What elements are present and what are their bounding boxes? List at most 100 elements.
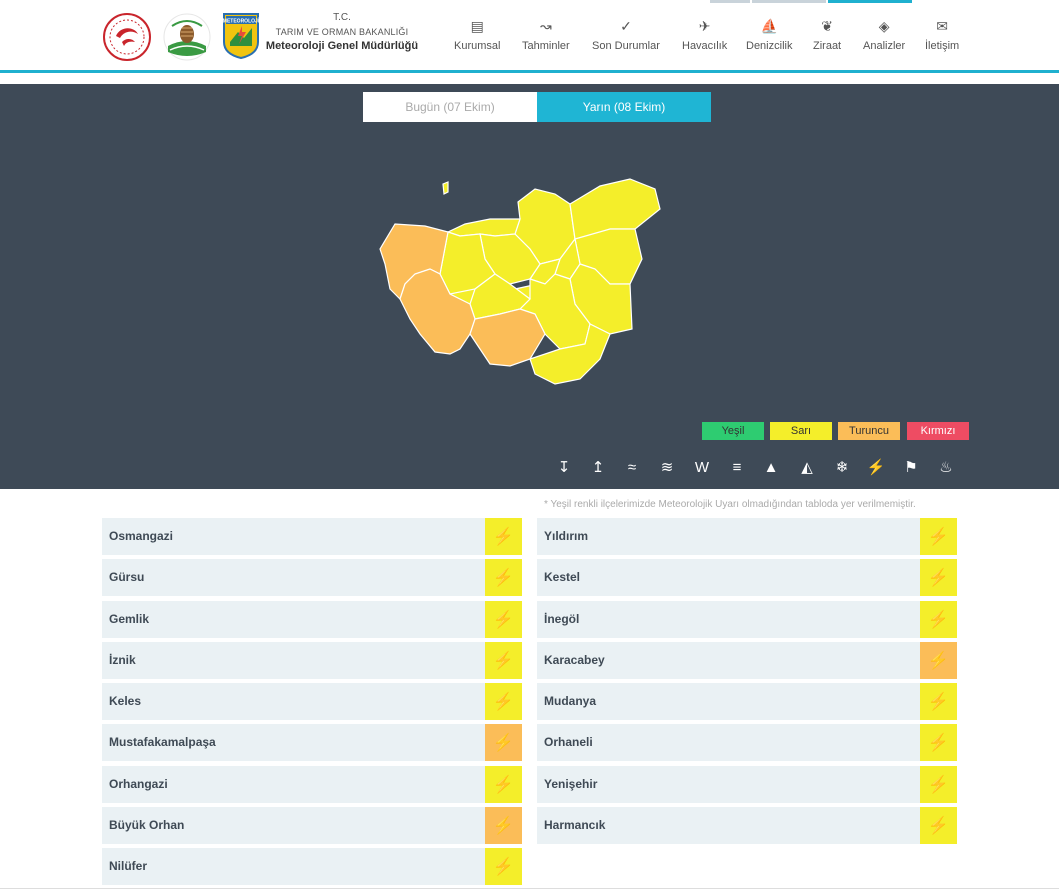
- district-row[interactable]: Nilüfer ⚡: [102, 848, 522, 886]
- lightning-icon[interactable]: ⚡: [485, 641, 522, 679]
- district-row[interactable]: Keles ⚡: [102, 683, 522, 721]
- brand-tc: T.C.: [333, 12, 351, 23]
- legend-turuncu: Turuncu: [838, 422, 900, 440]
- district-row[interactable]: Harmancık ⚡: [537, 807, 957, 845]
- chart-icon: ↝: [539, 18, 552, 34]
- nav-tahminler[interactable]: ↝ Tahminler: [522, 18, 570, 52]
- dust-icon[interactable]: ◭: [801, 459, 813, 476]
- district-row[interactable]: İnegöl ⚡: [537, 600, 957, 638]
- lightning-icon[interactable]: ⚡: [485, 600, 522, 638]
- district-name: Nilüfer: [109, 859, 148, 874]
- lightning-icon[interactable]: ⚡: [485, 724, 522, 762]
- nav-iletisim[interactable]: ✉ İletişim: [925, 18, 960, 52]
- nav-kurumsal[interactable]: ▤ Kurumsal: [454, 18, 501, 52]
- analysis-icon: ◈: [878, 18, 890, 34]
- district-list-right: Yıldırım ⚡ Kestel ⚡ İnegöl ⚡ Karacabey ⚡ Mudanya…: [537, 518, 957, 848]
- sailboat-icon: ⛵: [760, 18, 778, 34]
- district-name: İnegöl: [544, 611, 580, 626]
- cold-temperature-icon[interactable]: ↧: [557, 459, 571, 476]
- rain-drops-icon[interactable]: ♨: [939, 459, 953, 476]
- lightning-icon[interactable]: ⚡: [485, 848, 522, 886]
- plane-icon: ✈: [698, 18, 711, 34]
- district-row[interactable]: Gürsu ⚡: [102, 559, 522, 597]
- lightning-icon[interactable]: ⚡: [920, 683, 957, 721]
- legend-yesil: Yeşil: [702, 422, 764, 440]
- lightning-icon[interactable]: ⚡: [485, 559, 522, 597]
- tab-tomorrow[interactable]: Yarın (08 Ekim): [537, 92, 711, 122]
- nav-analizler[interactable]: ◈ Analizler: [863, 18, 906, 52]
- brand-block[interactable]: T.C. TARIM VE ORMAN BAKANLIĞI Meteoroloj…: [262, 12, 422, 52]
- district-row[interactable]: Osmangazi ⚡: [102, 518, 522, 555]
- nav-havacilik[interactable]: ✈ Havacılık: [682, 18, 728, 52]
- lightning-icon[interactable]: ⚡: [485, 807, 522, 845]
- district-list-left: Osmangazi ⚡ Gürsu ⚡ Gemlik ⚡ İznik ⚡ Keles ⚡ Musta…: [102, 518, 522, 890]
- district-row[interactable]: Orhaneli ⚡: [537, 724, 957, 762]
- district-row[interactable]: Mustafakamalpaşa ⚡: [102, 724, 522, 762]
- lightning-icon[interactable]: ⚡: [920, 765, 957, 803]
- document-icon: ▤: [470, 18, 484, 34]
- district-name: Mustafakamalpaşa: [109, 735, 216, 750]
- lightning-icon[interactable]: ⚡: [920, 641, 957, 679]
- page-bottom-edge: [0, 888, 1059, 895]
- district-row[interactable]: Orhangazi ⚡: [102, 765, 522, 803]
- check-circle-icon: ✓: [620, 18, 632, 34]
- windsock-icon[interactable]: ⚑: [904, 459, 918, 476]
- district-name: İznik: [109, 652, 136, 667]
- lightning-icon[interactable]: ⚡: [485, 683, 522, 721]
- district-name: Karacabey: [544, 652, 605, 667]
- map-district-island[interactable]: [442, 181, 449, 195]
- district-row[interactable]: Yıldırım ⚡: [537, 518, 957, 555]
- legend-kirmizi: Kırmızı: [907, 422, 969, 440]
- rain-icon[interactable]: W: [694, 459, 710, 476]
- district-row[interactable]: Kestel ⚡: [537, 559, 957, 597]
- district-row[interactable]: İznik ⚡: [102, 641, 522, 679]
- district-row[interactable]: Yenişehir ⚡: [537, 765, 957, 803]
- nav-son-durumlar[interactable]: ✓ Son Durumlar: [592, 18, 660, 52]
- district-row[interactable]: Gemlik ⚡: [102, 600, 522, 638]
- header-accent-line: [0, 70, 1059, 73]
- brand-ministry: TARIM VE ORMAN BAKANLIĞI: [275, 27, 409, 37]
- snow-icon[interactable]: ❄: [835, 459, 849, 476]
- svg-text:METEOROLOJİ: METEOROLOJİ: [223, 18, 260, 25]
- district-name: Kestel: [544, 570, 581, 585]
- thunderstorm-icon[interactable]: ⚡: [866, 459, 886, 476]
- lightning-icon[interactable]: ⚡: [920, 807, 957, 845]
- district-name: Orhangazi: [109, 776, 168, 791]
- hot-temperature-icon[interactable]: ↥: [591, 459, 605, 476]
- district-name: Mudanya: [544, 694, 597, 709]
- map-district-orhangazi-north[interactable]: [446, 218, 521, 237]
- top-header: METEOROLOJİ T.C. TARIM VE ORMAN BAKANLIĞ…: [0, 0, 1059, 73]
- district-name: Orhaneli: [544, 735, 593, 750]
- brand-directorate: Meteoroloji Genel Müdürlüğü: [265, 40, 419, 52]
- leaf-icon: ❦: [821, 18, 833, 34]
- fog-icon[interactable]: ≡: [732, 459, 742, 476]
- ministry-logo[interactable]: [102, 12, 152, 62]
- forestry-council-logo[interactable]: [162, 12, 212, 62]
- district-row[interactable]: Büyük Orhan ⚡: [102, 807, 522, 845]
- lightning-icon[interactable]: ⚡: [920, 518, 957, 555]
- legend-sari: Sarı: [770, 422, 832, 440]
- tab-today[interactable]: Bugün (07 Ekim): [363, 92, 537, 122]
- province-map: [379, 178, 661, 385]
- district-row[interactable]: Mudanya ⚡: [537, 683, 957, 721]
- map-district-harmancik[interactable]: [529, 323, 611, 385]
- lightning-icon[interactable]: ⚡: [485, 765, 522, 803]
- wind-icon[interactable]: ≈: [627, 459, 637, 476]
- lightning-icon[interactable]: ⚡: [920, 724, 957, 762]
- lightning-icon[interactable]: ⚡: [485, 518, 522, 555]
- district-name: Harmancık: [544, 818, 606, 833]
- nav-denizcilik[interactable]: ⛵ Denizcilik: [746, 18, 793, 52]
- flood-icon[interactable]: ≋: [660, 459, 674, 476]
- nav-ziraat[interactable]: ❦ Ziraat: [813, 18, 842, 52]
- map-district-buyukorhan[interactable]: [469, 308, 546, 367]
- district-name: Osmangazi: [109, 529, 174, 543]
- lightning-icon[interactable]: ⚡: [920, 559, 957, 597]
- district-name: Yıldırım: [544, 529, 589, 543]
- lightning-icon[interactable]: ⚡: [920, 600, 957, 638]
- meteorology-logo[interactable]: METEOROLOJİ: [222, 12, 272, 62]
- district-name: Yenişehir: [544, 776, 598, 791]
- avalanche-icon[interactable]: ▲: [763, 459, 779, 476]
- district-row[interactable]: Karacabey ⚡: [537, 641, 957, 679]
- district-name: Büyük Orhan: [109, 818, 185, 833]
- envelope-icon: ✉: [936, 18, 948, 34]
